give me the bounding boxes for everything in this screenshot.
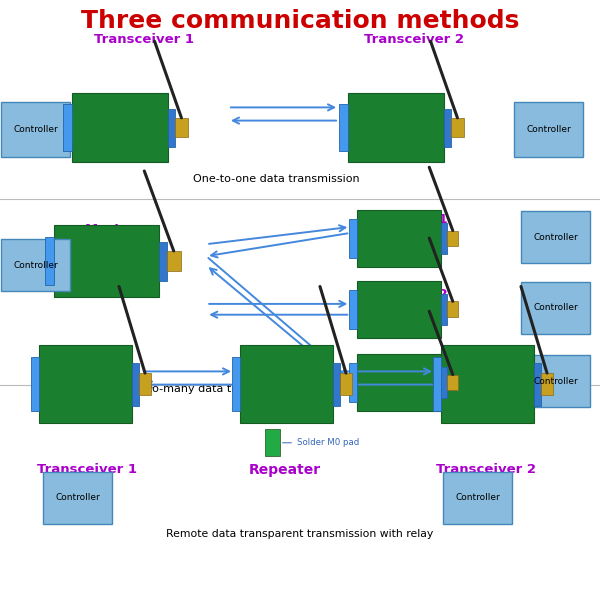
FancyBboxPatch shape	[348, 93, 444, 162]
Text: Transceiver 1: Transceiver 1	[37, 463, 137, 476]
FancyBboxPatch shape	[447, 301, 458, 317]
FancyBboxPatch shape	[447, 374, 458, 391]
FancyBboxPatch shape	[340, 373, 352, 395]
FancyBboxPatch shape	[232, 358, 240, 410]
FancyBboxPatch shape	[357, 210, 441, 267]
Text: Controller: Controller	[526, 125, 571, 134]
FancyBboxPatch shape	[167, 251, 181, 271]
FancyBboxPatch shape	[1, 102, 70, 157]
Text: Transceiver 1: Transceiver 1	[94, 33, 194, 46]
Text: Slave 2: Slave 2	[393, 288, 448, 301]
FancyBboxPatch shape	[357, 281, 441, 338]
Text: One-to-many data transmission: One-to-many data transmission	[121, 384, 299, 394]
FancyBboxPatch shape	[349, 363, 357, 402]
Text: Controller: Controller	[55, 493, 100, 502]
FancyBboxPatch shape	[340, 104, 348, 151]
FancyBboxPatch shape	[521, 282, 590, 334]
Text: Transceiver 2: Transceiver 2	[436, 463, 536, 476]
FancyBboxPatch shape	[441, 345, 534, 423]
FancyBboxPatch shape	[175, 118, 188, 137]
Text: Transceiver 2: Transceiver 2	[364, 33, 464, 46]
Text: Controller: Controller	[455, 493, 500, 502]
FancyBboxPatch shape	[240, 345, 333, 423]
FancyBboxPatch shape	[44, 236, 54, 286]
FancyBboxPatch shape	[132, 363, 139, 406]
FancyBboxPatch shape	[441, 294, 447, 325]
FancyBboxPatch shape	[534, 363, 541, 406]
FancyBboxPatch shape	[444, 109, 451, 147]
FancyBboxPatch shape	[39, 345, 132, 423]
Text: Controller: Controller	[13, 260, 58, 269]
Text: Repeater: Repeater	[249, 463, 321, 477]
Text: Solder M0 pad: Solder M0 pad	[283, 438, 359, 447]
FancyBboxPatch shape	[31, 358, 39, 410]
FancyBboxPatch shape	[451, 118, 464, 137]
FancyBboxPatch shape	[514, 102, 583, 157]
FancyBboxPatch shape	[447, 230, 458, 247]
FancyBboxPatch shape	[54, 225, 159, 297]
Text: One-to-one data transmission: One-to-one data transmission	[193, 174, 359, 184]
FancyBboxPatch shape	[43, 472, 112, 524]
FancyBboxPatch shape	[168, 109, 175, 147]
FancyBboxPatch shape	[349, 219, 357, 258]
Text: Controller: Controller	[533, 304, 578, 312]
Text: Controller: Controller	[533, 377, 578, 385]
FancyBboxPatch shape	[72, 93, 168, 162]
FancyBboxPatch shape	[333, 363, 340, 406]
FancyBboxPatch shape	[521, 355, 590, 407]
FancyBboxPatch shape	[433, 358, 441, 410]
FancyBboxPatch shape	[443, 472, 512, 524]
FancyBboxPatch shape	[64, 104, 72, 151]
FancyBboxPatch shape	[159, 242, 167, 281]
Text: Slave N(N<32): Slave N(N<32)	[381, 363, 478, 376]
Text: Three communication methods: Three communication methods	[81, 9, 519, 33]
FancyBboxPatch shape	[1, 239, 70, 291]
FancyBboxPatch shape	[541, 373, 553, 395]
FancyBboxPatch shape	[357, 354, 441, 411]
Text: Master: Master	[85, 223, 137, 236]
FancyBboxPatch shape	[441, 367, 447, 398]
FancyBboxPatch shape	[441, 223, 447, 254]
FancyBboxPatch shape	[521, 211, 590, 263]
Text: Controller: Controller	[533, 232, 578, 241]
Text: Controller: Controller	[13, 125, 58, 134]
FancyBboxPatch shape	[349, 290, 357, 329]
FancyBboxPatch shape	[139, 373, 151, 395]
Text: Remote data transparent transmission with relay: Remote data transparent transmission wit…	[166, 529, 434, 539]
Text: Slave 1: Slave 1	[393, 213, 448, 226]
FancyBboxPatch shape	[265, 429, 280, 456]
